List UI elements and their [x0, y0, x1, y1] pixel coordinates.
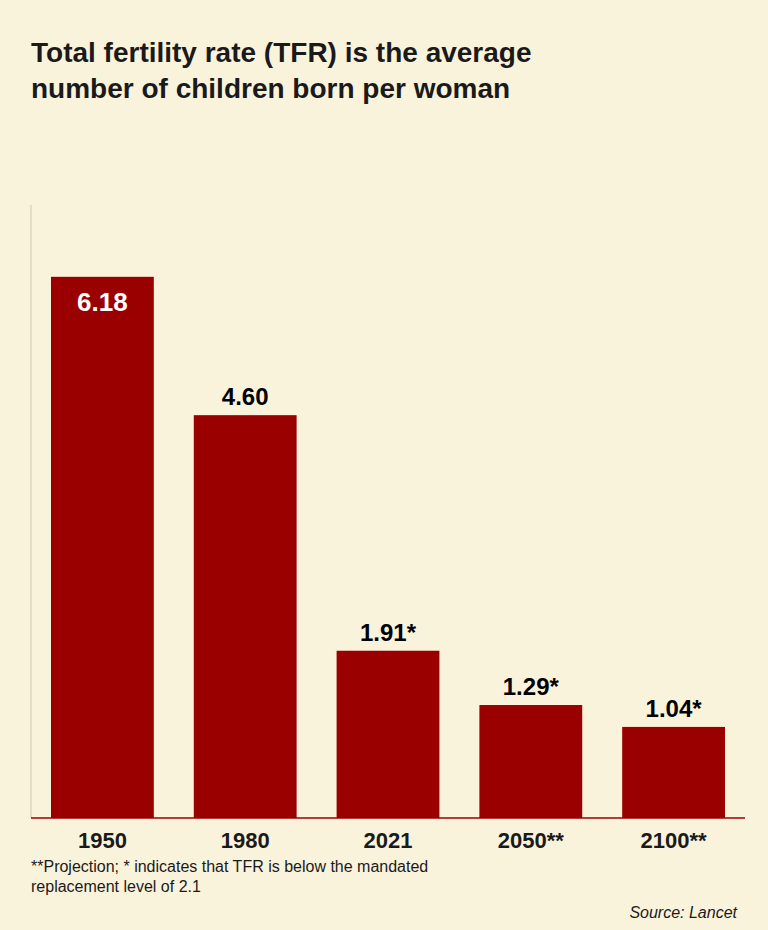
title-line: Total fertility rate (TFR) is the averag…	[31, 37, 532, 68]
chart: Total fertility rate (TFR) is the averag…	[0, 0, 768, 930]
footnote: **Projection; * indicates that TFR is be…	[31, 858, 428, 895]
bar	[479, 705, 582, 818]
data-label: 1.29*	[503, 673, 560, 700]
chart-container: Total fertility rate (TFR) is the averag…	[0, 0, 768, 930]
footnote-line: replacement level of 2.1	[31, 878, 201, 895]
title-line: number of children born per woman	[31, 73, 510, 104]
source: Source: Lancet	[629, 904, 737, 921]
y-range-line	[31, 205, 32, 818]
x-tick-label: 1980	[221, 828, 270, 853]
x-tick-label: 2100**	[641, 828, 708, 853]
x-tick-label: 1950	[78, 828, 127, 853]
footnote-line: **Projection; * indicates that TFR is be…	[31, 858, 428, 875]
x-axis-line	[31, 817, 745, 819]
data-label: 6.18	[77, 287, 128, 317]
bar	[622, 727, 725, 818]
x-tick-label: 2050**	[498, 828, 565, 853]
data-label: 1.91*	[360, 619, 417, 646]
background	[0, 0, 768, 930]
bar	[51, 277, 154, 818]
bars	[51, 277, 725, 818]
data-label: 1.04*	[646, 695, 703, 722]
bar	[337, 651, 440, 818]
data-label: 4.60	[222, 383, 269, 410]
title: Total fertility rate (TFR) is the averag…	[31, 37, 532, 104]
bar	[194, 415, 297, 818]
x-tick-label: 2021	[364, 828, 413, 853]
